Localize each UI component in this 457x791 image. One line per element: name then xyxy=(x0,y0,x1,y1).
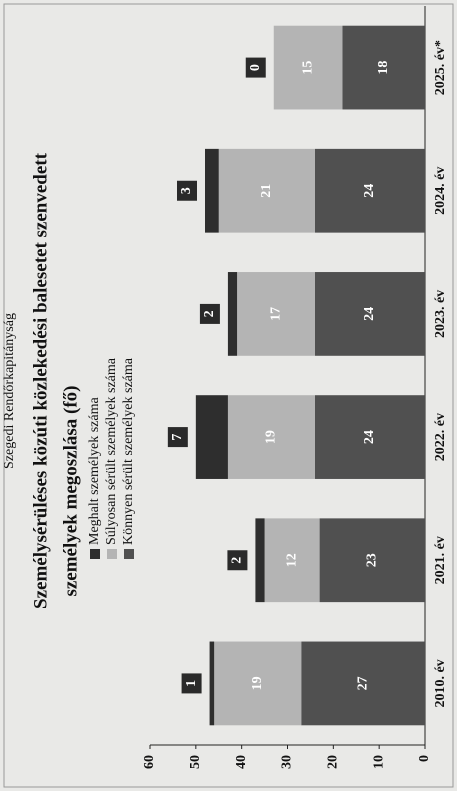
data-label: 24 xyxy=(362,307,377,321)
data-label-box xyxy=(167,427,188,448)
legend-label: Meghalt személyek száma xyxy=(87,396,102,545)
data-label-box xyxy=(199,303,220,324)
bar-segment xyxy=(237,272,315,356)
bar-segment xyxy=(273,25,343,110)
data-label: 21 xyxy=(259,184,274,198)
legend-swatch xyxy=(90,549,100,559)
data-label: 12 xyxy=(284,553,299,567)
y-tick-label: 20 xyxy=(326,755,341,769)
bar-segment xyxy=(319,518,426,603)
source: Szegedi Rendőrkapitányság xyxy=(2,313,17,469)
x-tick-label: 2010. év xyxy=(433,659,448,707)
bar-segment xyxy=(214,641,302,726)
y-tick-label: 10 xyxy=(371,755,386,769)
bar-segment xyxy=(205,148,219,233)
y-tick-label: 30 xyxy=(280,755,295,769)
data-label-box xyxy=(181,673,202,694)
legend-label: Súlyosan sérült személyek száma xyxy=(104,357,119,545)
data-label: 2 xyxy=(230,557,245,564)
bar-segment xyxy=(218,148,315,233)
bar-segment xyxy=(342,25,425,110)
bar-segment xyxy=(209,641,215,726)
data-label: 1 xyxy=(184,680,199,687)
frame xyxy=(3,3,454,788)
data-label: 24 xyxy=(362,184,377,198)
data-label: 2 xyxy=(202,310,217,317)
x-tick-label: 2021. év xyxy=(433,536,448,584)
legend-label: Könnyen sérült személyek száma xyxy=(121,357,136,545)
data-label: 18 xyxy=(376,61,391,75)
legend-swatch xyxy=(107,549,117,559)
data-label-box xyxy=(177,180,197,201)
data-label: 3 xyxy=(179,187,194,194)
data-label: 7 xyxy=(170,434,185,441)
data-label: 19 xyxy=(264,430,279,444)
data-label: 27 xyxy=(355,676,370,690)
data-label: 15 xyxy=(300,61,315,75)
y-tick-label: 50 xyxy=(188,755,203,769)
bar-segment xyxy=(315,395,425,479)
bar-segment xyxy=(264,518,320,603)
x-tick-label: 2022. év xyxy=(433,413,448,461)
bar-segment xyxy=(315,272,425,356)
data-label: 19 xyxy=(250,676,265,690)
data-label: 0 xyxy=(248,64,263,71)
x-tick-label: 2025. év* xyxy=(433,40,448,95)
data-label: 17 xyxy=(268,307,283,321)
bar-segment xyxy=(227,395,316,479)
legend-swatch xyxy=(124,549,134,559)
chart: Szegedi Rendőrkapitányság Személysérülés… xyxy=(2,6,448,769)
y-tick-label: 0 xyxy=(417,755,432,762)
bar-segment xyxy=(227,272,238,356)
chart-subtitle: személyek megoszlása (fő) xyxy=(60,385,81,596)
data-label-box xyxy=(227,550,248,571)
y-tick-label: 40 xyxy=(234,755,249,769)
bar-segment xyxy=(315,148,425,233)
x-tick-label: 2024. év xyxy=(433,167,448,215)
bar-segment xyxy=(195,395,228,479)
data-label: 23 xyxy=(365,553,380,567)
y-tick-label: 60 xyxy=(142,755,157,769)
bar-segment xyxy=(255,518,265,603)
x-tick-label: 2023. év xyxy=(433,290,448,338)
data-label-box xyxy=(245,57,266,78)
data-label: 24 xyxy=(362,430,377,444)
chart-title: Személysérüléses közúti közlekedési bale… xyxy=(30,152,51,609)
bar-segment xyxy=(301,641,425,726)
